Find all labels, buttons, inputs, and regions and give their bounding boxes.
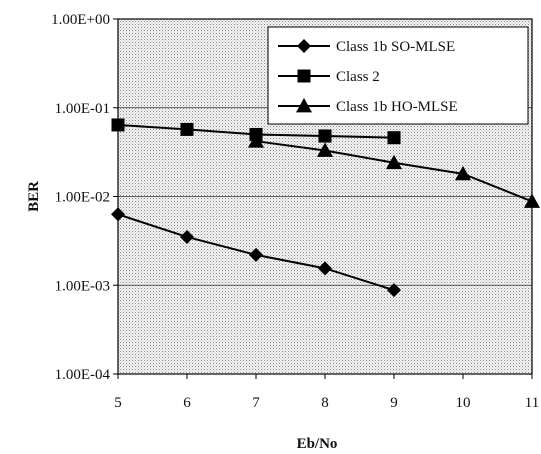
x-axis-title: Eb/No	[297, 436, 338, 452]
legend-square-marker	[297, 69, 311, 83]
legend: Class 1b SO-MLSE Class 2 Class 1b HO-MLSE	[267, 26, 529, 125]
series-group	[111, 118, 540, 298]
x-tick-label: 9	[390, 395, 398, 411]
triangle-point	[386, 154, 402, 170]
x-axis-ticks: 5 6 7 8 9 10 11	[114, 374, 539, 411]
y-tick-label: 1.00E-02	[55, 190, 110, 206]
x-tick-label: 6	[183, 395, 191, 411]
y-axis-ticks: 1.00E+00 1.00E-01 1.00E-02 1.00E-03 1.00E-04	[51, 12, 118, 383]
legend-label: Class 1b HO-MLSE	[336, 99, 458, 115]
square-point	[180, 122, 194, 136]
x-tick-label: 11	[525, 395, 539, 411]
diamond-point	[111, 207, 125, 222]
y-tick-label: 1.00E-04	[55, 367, 111, 383]
x-tick-label: 7	[252, 395, 260, 411]
y-tick-label: 1.00E+00	[51, 12, 110, 28]
square-point	[318, 129, 332, 143]
diamond-point	[318, 261, 332, 276]
diamond-point	[249, 247, 263, 262]
legend-label: Class 1b SO-MLSE	[336, 39, 455, 55]
y-tick-label: 1.00E-01	[55, 101, 110, 117]
y-axis-title: BER	[26, 181, 42, 212]
y-tick-label: 1.00E-03	[55, 278, 110, 294]
legend-label: Class 2	[336, 69, 380, 85]
legend-diamond-marker	[297, 39, 311, 53]
x-tick-label: 10	[456, 395, 471, 411]
x-tick-label: 5	[114, 395, 122, 411]
series-triangle	[248, 133, 540, 208]
triangle-point	[524, 193, 540, 208]
diamond-point	[387, 283, 401, 298]
legend-triangle-marker	[296, 98, 312, 113]
triangle-point	[248, 133, 264, 148]
triangle-point	[317, 142, 333, 157]
diamond-point	[180, 229, 194, 244]
square-point	[111, 118, 125, 132]
triangle-point	[455, 165, 471, 181]
square-point	[387, 131, 401, 145]
series-diamond	[111, 207, 401, 298]
x-tick-label: 8	[321, 395, 329, 411]
